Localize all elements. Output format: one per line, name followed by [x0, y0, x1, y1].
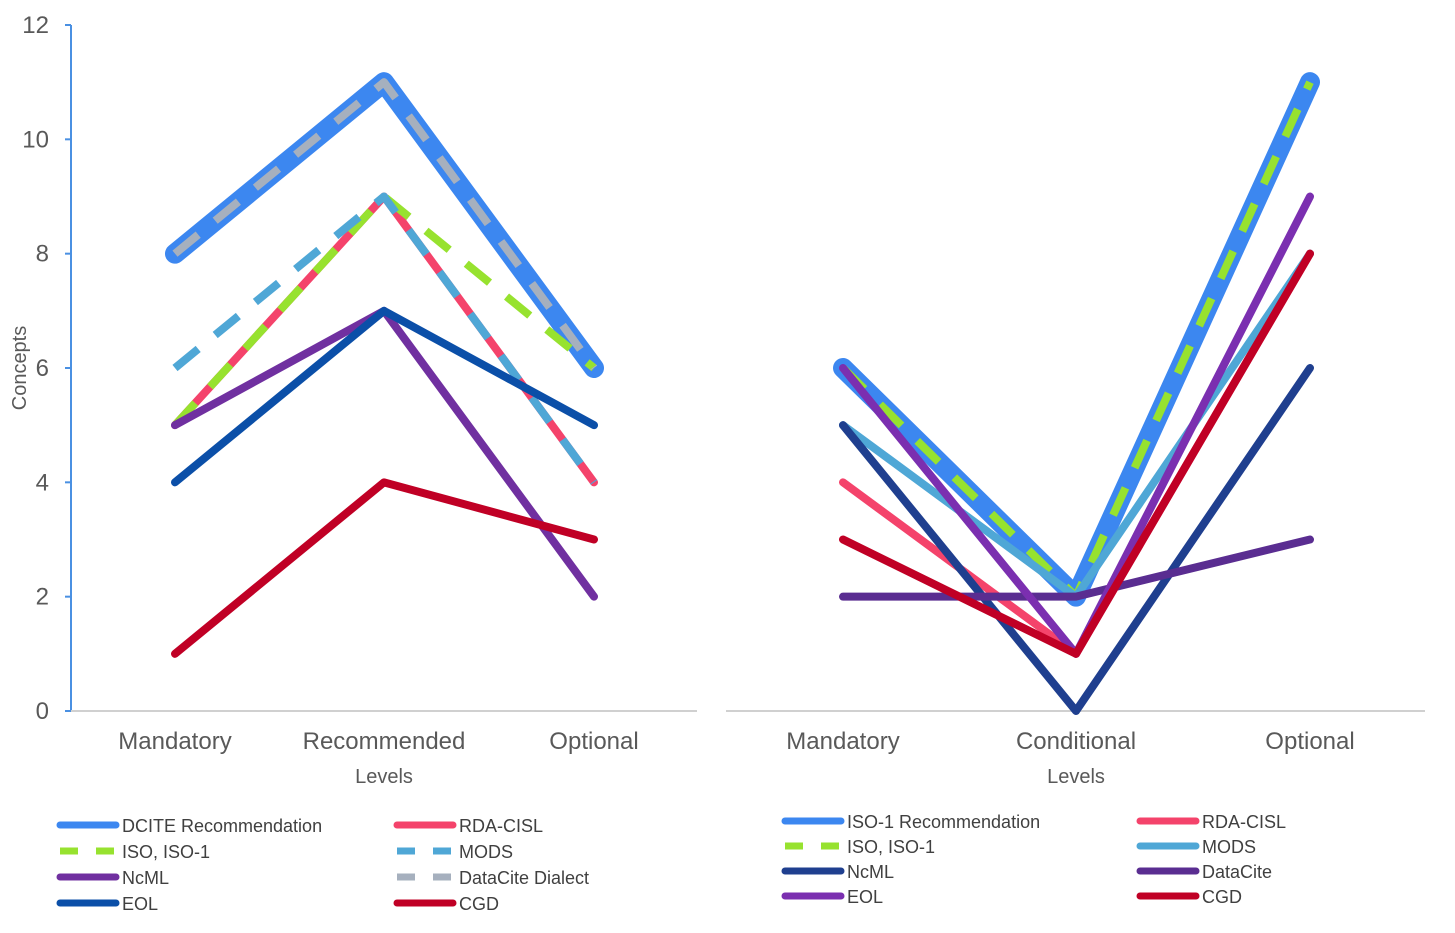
legend-label: DataCite	[1202, 862, 1272, 882]
legend-item-datacite-dialect: DataCite Dialect	[397, 868, 589, 888]
x-tick-label-recommended: Recommended	[303, 728, 466, 755]
legend-item-iso-iso-1: ISO, ISO-1	[785, 837, 935, 857]
legend-item-eol: EOL	[781, 887, 883, 907]
legend-label: EOL	[122, 894, 158, 914]
series-line-dcite-recommendation	[165, 72, 604, 378]
y-tick-label: 6	[36, 355, 49, 382]
x-tick-label-conditional: Conditional	[1016, 728, 1136, 755]
y-tick-label: 8	[36, 241, 49, 268]
legend-item-rda-cisl: RDA-CISL	[1136, 812, 1286, 832]
legend-item-cgd: CGD	[1136, 887, 1242, 907]
legend-item-mods: MODS	[397, 842, 513, 862]
right-chart: Mandatory Conditional Optional Levels ISO-1 …	[726, 72, 1425, 907]
legend-label: CGD	[1202, 887, 1242, 907]
series-line-cgd	[171, 478, 598, 658]
legend-item-ncml: NcML	[781, 862, 894, 882]
series-line-eol	[171, 306, 598, 487]
legend-label: DataCite Dialect	[459, 868, 589, 888]
x-tick-label-mandatory: Mandatory	[118, 728, 231, 755]
legend-label: NcML	[122, 868, 169, 888]
y-tick-label: 12	[22, 12, 49, 39]
legend-label: RDA-CISL	[459, 816, 543, 836]
left-chart: 0 2 4 6 8 10 12 Mandatory Recommended Optional Lev…	[9, 12, 697, 914]
x-tick-label-optional: Optional	[1265, 728, 1354, 755]
legend-label: EOL	[847, 887, 883, 907]
series-line-rda-cisl	[171, 192, 598, 487]
y-tick-label: 10	[22, 126, 49, 153]
y-tick-label: 0	[36, 698, 49, 725]
legend-label: NcML	[847, 862, 894, 882]
series-line-datacite	[839, 535, 1314, 601]
series-line-mods	[172, 192, 598, 485]
legend-label: ISO, ISO-1	[847, 837, 935, 857]
legend-item-dcite-recommendation: DCITE Recommendation	[56, 816, 322, 836]
x-axis-title: Levels	[1047, 766, 1105, 788]
legend-label: ISO-1 Recommendation	[847, 812, 1040, 832]
legend-label: RDA-CISL	[1202, 812, 1286, 832]
y-axis-title: Concepts	[9, 326, 31, 411]
series-line-datacite-dialect	[172, 78, 598, 371]
x-axis-title: Levels	[355, 766, 413, 788]
legend-label: DCITE Recommendation	[122, 816, 322, 836]
legend-item-mods: MODS	[1136, 837, 1256, 857]
series-line-ncml	[839, 364, 1314, 715]
x-tick-label-optional: Optional	[549, 728, 638, 755]
legend-item-ncml: NcML	[56, 868, 169, 888]
legend-label: ISO, ISO-1	[122, 842, 210, 862]
legend-item-eol: EOL	[56, 894, 158, 914]
legend-item-iso-1-recommendation: ISO-1 Recommendation	[781, 812, 1040, 832]
x-tick-label-mandatory: Mandatory	[786, 728, 899, 755]
legend-item-rda-cisl: RDA-CISL	[393, 816, 543, 836]
y-tick-label: 2	[36, 584, 49, 611]
legend-label: MODS	[459, 842, 513, 862]
legend-label: CGD	[459, 894, 499, 914]
legend-item-datacite: DataCite	[1136, 862, 1272, 882]
legend-item-iso-iso-1: ISO, ISO-1	[60, 842, 210, 862]
legend-label: MODS	[1202, 837, 1256, 857]
y-tick-label: 4	[36, 469, 49, 496]
series-line-iso-iso-1	[172, 192, 597, 428]
series-line-cgd	[839, 249, 1314, 658]
legend-item-cgd: CGD	[393, 894, 499, 914]
